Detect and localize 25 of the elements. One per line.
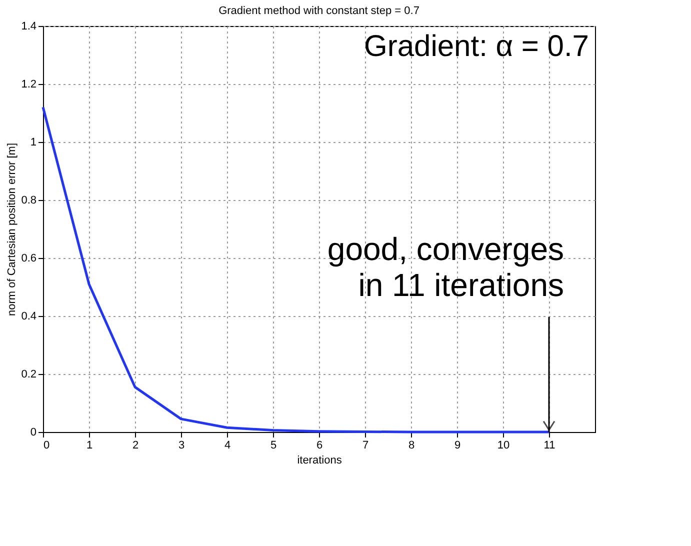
x-tick-label: 10: [497, 440, 510, 452]
annotation: good, converges in 11 iterations: [327, 231, 564, 303]
x-tick-label: 1: [86, 440, 93, 452]
y-axis-title: norm of Cartesian position error [m]: [6, 142, 18, 316]
x-tick-label: 7: [362, 440, 369, 452]
x-tick-label: 4: [224, 440, 231, 452]
x-tick-label: 5: [270, 440, 277, 452]
annotation: Gradient: α = 0.7: [364, 30, 589, 63]
chart-title: Gradient method with constant step = 0.7: [218, 5, 420, 17]
y-tick-label: 0.8: [21, 194, 36, 206]
y-tick-label: 1.2: [21, 78, 36, 90]
y-tick-label: 1.4: [21, 20, 36, 32]
y-tick-label: 0.2: [21, 368, 36, 380]
x-tick-label: 2: [132, 440, 139, 452]
x-tick-label: 9: [454, 440, 461, 452]
y-tick-label: 0.6: [21, 252, 36, 264]
y-tick-label: 0.4: [21, 310, 36, 322]
x-axis-title: iterations: [297, 454, 342, 466]
x-tick-label: 3: [178, 440, 185, 452]
y-tick-label: 1: [30, 136, 36, 148]
x-tick-label: 8: [408, 440, 415, 452]
x-tick-label: 0: [44, 440, 50, 452]
x-tick-label: 11: [544, 440, 556, 452]
y-tick-label: 0: [30, 426, 36, 438]
x-tick-label: 6: [316, 440, 323, 452]
